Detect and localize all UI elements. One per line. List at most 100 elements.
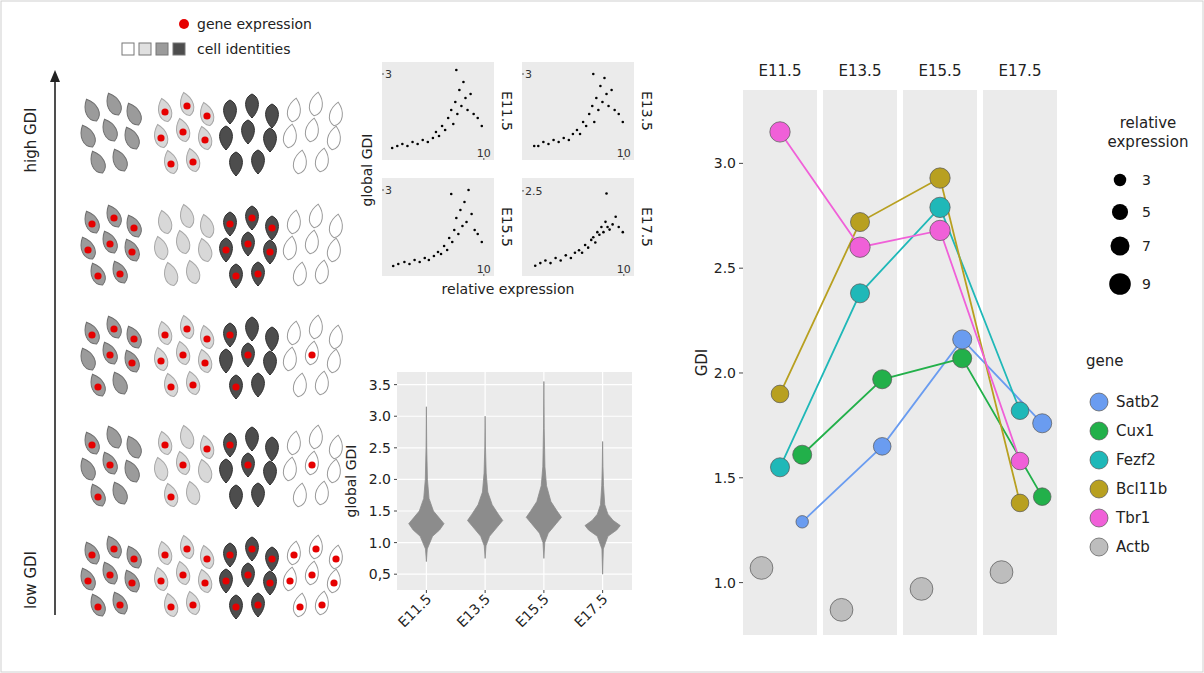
point xyxy=(448,237,451,240)
cell xyxy=(314,370,331,396)
panel xyxy=(522,178,634,276)
point xyxy=(476,117,479,120)
point xyxy=(452,123,455,126)
cell xyxy=(308,424,325,450)
expression-dot xyxy=(254,270,261,277)
cell xyxy=(155,430,174,456)
gene-point xyxy=(770,458,789,477)
point xyxy=(446,249,449,252)
cell-cluster xyxy=(220,206,279,288)
cell xyxy=(123,213,145,240)
cell xyxy=(155,320,174,346)
point xyxy=(457,233,460,236)
cell xyxy=(328,324,345,350)
cell xyxy=(161,482,180,508)
cell xyxy=(103,203,125,230)
cell xyxy=(173,340,192,366)
point xyxy=(455,69,458,72)
point xyxy=(456,113,459,116)
tick xyxy=(739,163,743,164)
point xyxy=(411,141,414,144)
cell xyxy=(81,97,103,124)
point xyxy=(460,105,463,108)
cell xyxy=(109,590,131,617)
cell xyxy=(109,147,131,174)
point xyxy=(476,233,479,236)
tick-label: E11.5 xyxy=(395,591,435,631)
tick xyxy=(382,190,384,191)
cell xyxy=(326,568,343,594)
expression-dot xyxy=(167,603,174,610)
cell xyxy=(252,262,265,286)
point xyxy=(443,245,446,248)
tick-label: 2.5 xyxy=(714,260,736,276)
expression-dot xyxy=(268,224,275,231)
point xyxy=(591,105,594,108)
expression-dot xyxy=(266,579,273,586)
expression-dot xyxy=(128,359,135,366)
tick xyxy=(394,479,397,480)
expression-dot xyxy=(88,551,95,558)
point xyxy=(454,101,457,104)
expression-dot xyxy=(290,551,297,558)
cell xyxy=(230,595,243,619)
violins xyxy=(409,372,621,590)
cell xyxy=(195,458,214,484)
tick-label: 0,5 xyxy=(369,566,391,582)
cell xyxy=(220,238,233,262)
cell xyxy=(99,450,121,477)
expression-dot xyxy=(232,272,239,279)
point xyxy=(587,246,590,249)
cell xyxy=(151,346,170,372)
cell xyxy=(151,566,170,592)
expression-dot xyxy=(130,555,137,562)
expression-dot xyxy=(179,128,186,135)
expression-dot xyxy=(106,571,113,578)
cell xyxy=(195,237,214,263)
cell xyxy=(252,150,265,174)
axis-title: global GDI xyxy=(343,445,359,518)
cell xyxy=(264,240,277,264)
expression-dot xyxy=(167,493,174,500)
cell xyxy=(103,91,125,118)
gene-line xyxy=(802,358,1042,496)
strip-label: E11.5 xyxy=(759,62,802,80)
panel xyxy=(522,62,634,160)
cell-cluster xyxy=(151,91,216,175)
point xyxy=(470,213,473,216)
point xyxy=(549,262,552,265)
expression-dot xyxy=(94,383,101,390)
cell xyxy=(161,592,180,618)
expression-dot xyxy=(161,551,168,558)
cell-cluster xyxy=(77,91,145,176)
tick xyxy=(543,590,544,593)
panel xyxy=(983,90,1057,635)
legend-text: Satb2 xyxy=(1116,393,1160,411)
point xyxy=(396,145,399,148)
gene-line xyxy=(780,132,1020,461)
expression-dot xyxy=(286,577,293,584)
tick-label: 10 xyxy=(477,263,491,276)
point xyxy=(600,226,603,229)
cell xyxy=(220,569,233,593)
point xyxy=(472,113,475,116)
cell xyxy=(183,590,202,616)
strip-label: E13.5 xyxy=(839,62,882,80)
expression-dot xyxy=(226,331,233,338)
legend-dot xyxy=(179,19,189,29)
point xyxy=(611,223,614,226)
panel xyxy=(397,372,632,590)
cell xyxy=(308,314,325,340)
expression-dot xyxy=(222,577,229,584)
point xyxy=(459,209,462,212)
tick xyxy=(623,274,624,276)
cell xyxy=(314,147,331,173)
expression-dot xyxy=(244,240,251,247)
gene-point xyxy=(930,168,950,188)
legend-title: gene xyxy=(1086,352,1124,370)
gene-point xyxy=(873,438,891,456)
cell xyxy=(161,372,180,398)
cell xyxy=(242,343,255,367)
expression-dot xyxy=(308,351,315,358)
expression-dot xyxy=(268,555,275,562)
